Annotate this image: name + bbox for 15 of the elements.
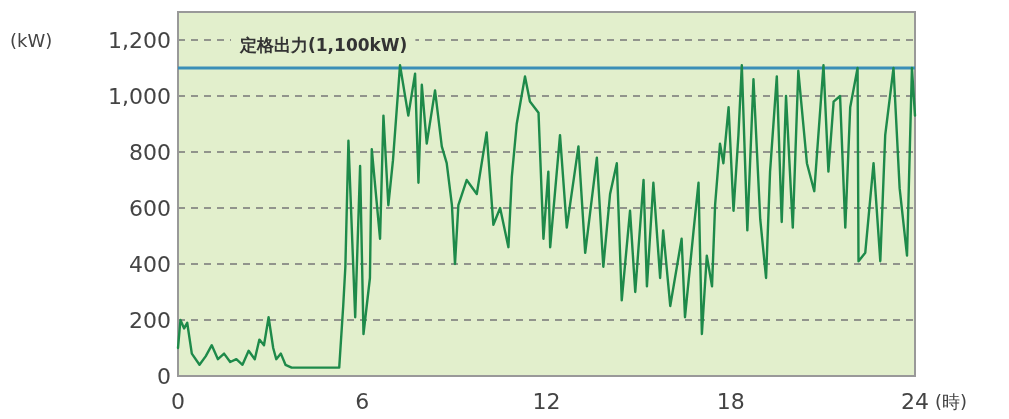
y-tick-label: 800 <box>129 140 171 165</box>
ref-line-label: 定格出力(1,100kW) <box>239 35 408 55</box>
x-tick-label: 12 <box>532 389 561 414</box>
y-tick-label: 1,000 <box>108 84 171 109</box>
y-tick-label: 600 <box>129 196 171 221</box>
x-tick-label: 6 <box>355 389 370 414</box>
y-tick-label: 1,200 <box>108 28 171 53</box>
line-series <box>176 64 917 369</box>
x-tick-label: 24 <box>901 389 929 414</box>
y-tick-label: 0 <box>157 364 171 389</box>
x-tick-label: 18 <box>716 389 745 414</box>
y-axis-title: (kW) <box>10 30 53 51</box>
y-tick-label: 400 <box>129 252 171 277</box>
x-axis-title: (時) <box>935 391 968 412</box>
y-tick-label: 200 <box>129 308 171 333</box>
